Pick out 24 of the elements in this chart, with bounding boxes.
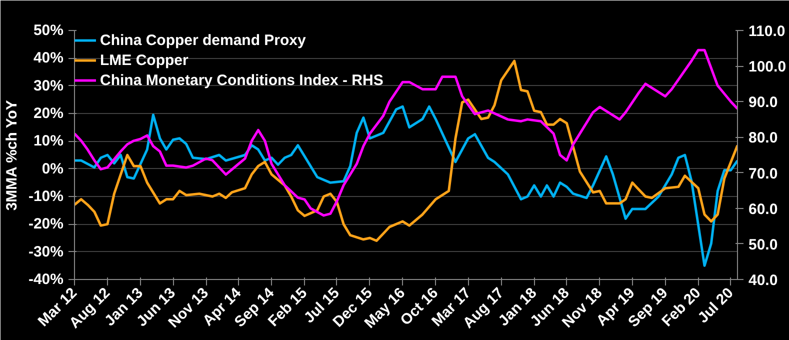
y-tick-label: 0% [42,160,64,178]
y2-tick-label: 70.0 [748,165,778,182]
legend-label: LME Copper [100,52,188,68]
y-tick-label: -30% [28,243,64,260]
y-tick-label: -40% [28,271,64,288]
y2-tick-label: 40.0 [748,272,778,289]
y-tick-label: 20% [33,105,64,122]
y-axis-title: 3MMA %ch YoY [3,100,20,211]
y-tick-label: 50% [33,22,64,39]
y-tick-label: 10% [33,132,64,150]
y-tick-label: -20% [28,216,64,233]
y-tick-label: 30% [33,77,64,94]
y-tick-label: -10% [28,188,64,205]
y2-tick-label: 50.0 [748,236,778,254]
line-series [74,48,738,217]
line-series [74,105,738,267]
y2-tick-label: 90.0 [748,94,778,112]
legend-label: China Copper demand Proxy [100,32,306,48]
y2-tick-label: 110.0 [748,23,786,40]
legend-label: China Monetary Conditions Index - RHS [100,72,384,88]
y-tick-label: 40% [33,50,64,67]
y2-tick-label: 80.0 [748,130,778,147]
y2-tick-label: 60.0 [748,200,778,218]
y2-tick-label: 100.0 [748,58,786,76]
